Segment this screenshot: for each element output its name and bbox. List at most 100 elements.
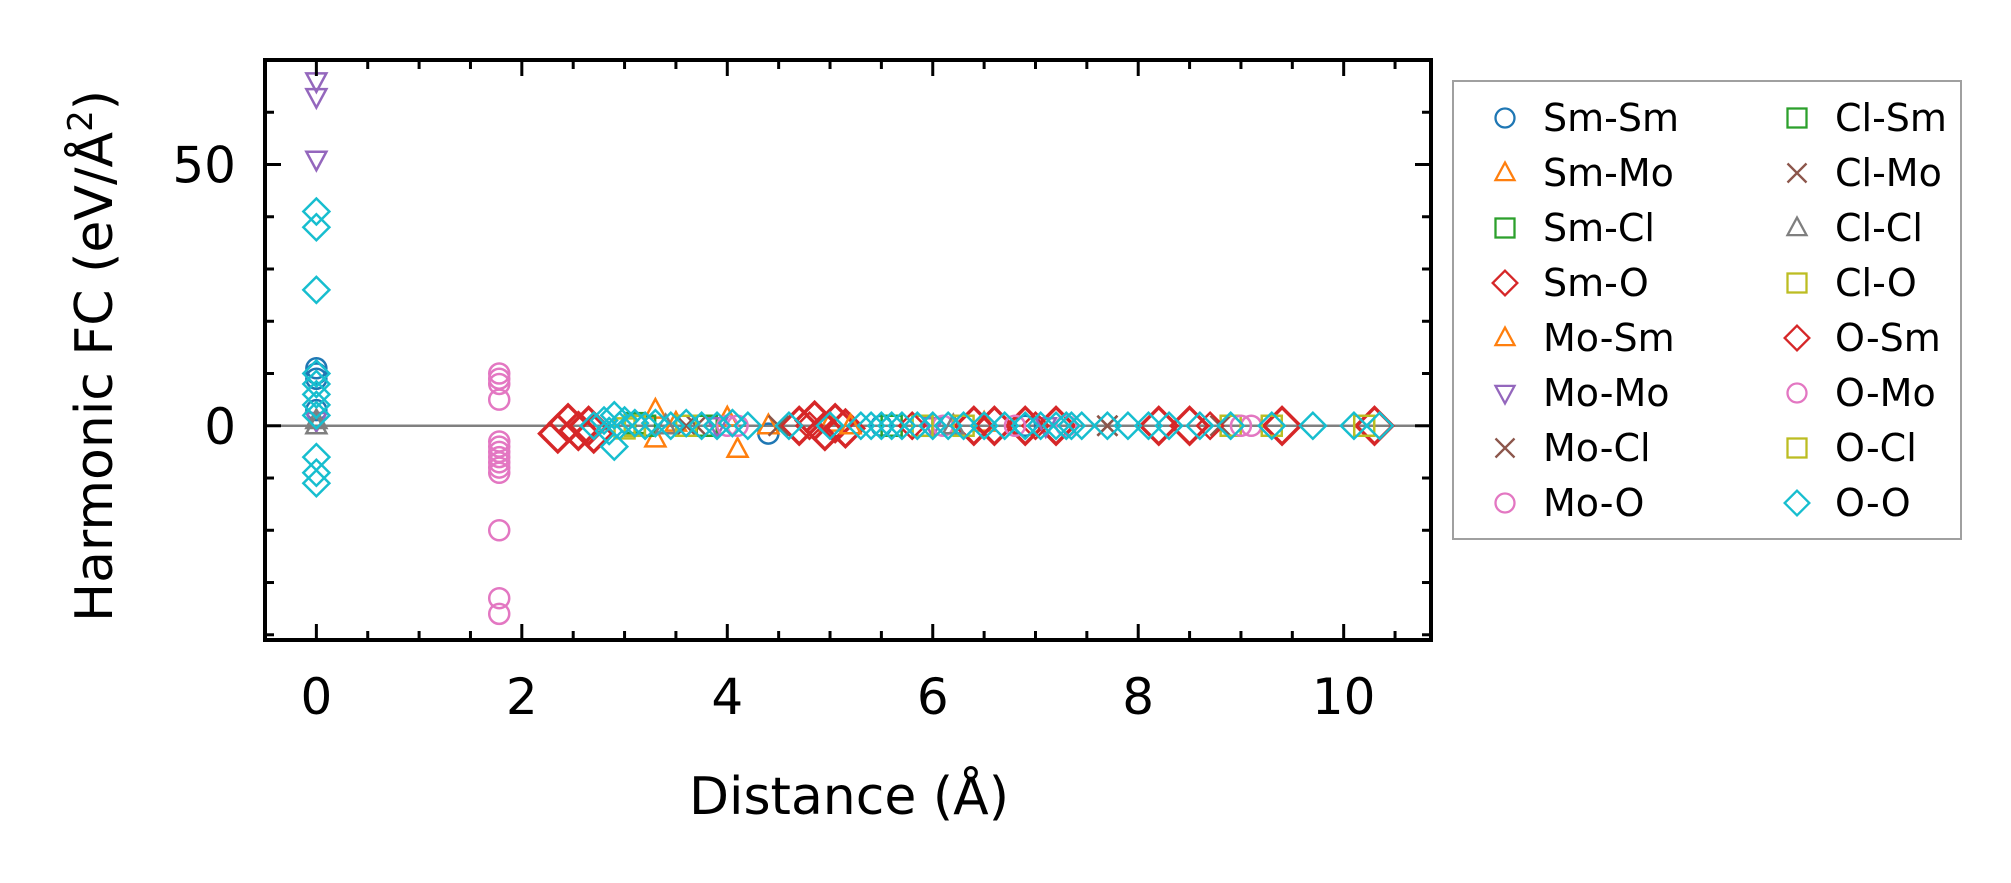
data-point	[1185, 410, 1215, 441]
legend-label: Sm-Mo	[1543, 151, 1674, 195]
data-point	[969, 410, 999, 441]
legend-label: Cl-Mo	[1835, 151, 1942, 195]
data-point	[301, 196, 332, 227]
data-point	[1020, 410, 1051, 441]
series-o-o	[301, 196, 1395, 499]
data-point	[952, 414, 975, 438]
data-point	[609, 405, 640, 436]
data-point	[824, 407, 867, 450]
data-point	[880, 414, 903, 438]
data-point	[487, 445, 511, 469]
data-point	[630, 410, 660, 441]
data-point	[1013, 414, 1037, 438]
data-point	[301, 275, 332, 305]
data-point	[304, 150, 329, 173]
legend-item: O-Cl	[1786, 426, 1917, 470]
legend-label: Sm-Cl	[1543, 206, 1655, 250]
data-point	[686, 410, 717, 441]
legend-label: Sm-O	[1543, 261, 1649, 305]
legend-item: Sm-O	[1491, 261, 1649, 305]
data-point	[620, 408, 650, 438]
legend-item: Cl-Cl	[1785, 206, 1923, 250]
legend-marker	[1786, 272, 1808, 294]
data-point	[702, 410, 732, 441]
x-tick-label: 0	[300, 668, 332, 726]
legend-item: Mo-Cl	[1494, 426, 1651, 470]
data-point	[301, 379, 332, 410]
data-point	[578, 410, 609, 441]
legend: Sm-Sm Sm-Mo Sm-Cl Sm-O Mo-Sm Mo-Mo Mo-Cl Mo-O Cl…	[1452, 80, 1962, 540]
data-point	[305, 398, 328, 422]
data-point	[902, 410, 933, 441]
legend-label: Mo-Mo	[1543, 371, 1670, 415]
data-point	[1133, 410, 1164, 441]
x-axis-title: Distance (Å)	[689, 765, 1009, 827]
y-axis-title-superscript: 2	[61, 110, 101, 132]
x-tick-label: 6	[917, 668, 949, 726]
y-tick-label: 50	[172, 137, 236, 195]
x-tick-label: 2	[506, 668, 538, 726]
legend-marker	[1786, 382, 1808, 404]
legend-marker	[1494, 492, 1516, 514]
data-point	[1256, 410, 1287, 441]
series-sm-o	[537, 399, 1396, 455]
data-point	[487, 362, 511, 385]
data-point	[487, 451, 511, 474]
legend-label: Mo-Cl	[1543, 426, 1651, 470]
data-point	[953, 405, 995, 447]
data-point	[301, 400, 332, 431]
legend-label: O-Mo	[1835, 371, 1936, 415]
data-point	[1215, 410, 1246, 441]
data-point	[814, 402, 856, 444]
data-point	[301, 212, 332, 242]
data-point	[933, 410, 963, 441]
data-point	[487, 372, 511, 396]
data-point	[599, 400, 630, 431]
data-point	[1025, 410, 1056, 441]
data-point	[917, 410, 948, 441]
data-point	[1364, 410, 1395, 441]
legend-label: Cl-Cl	[1835, 206, 1923, 250]
x-tick-label: 4	[711, 668, 743, 726]
data-point	[1003, 414, 1027, 438]
legend-item: Cl-O	[1786, 261, 1917, 305]
legend-marker	[1494, 107, 1516, 129]
data-point	[876, 410, 907, 441]
data-point	[1055, 414, 1078, 438]
data-point	[778, 405, 820, 447]
data-point	[1298, 410, 1328, 441]
data-point	[1261, 405, 1303, 447]
legend-label: Sm-Sm	[1543, 96, 1679, 140]
x-tick-labels: 0 2 4 6 8 10	[300, 668, 1375, 726]
data-point	[675, 414, 698, 437]
legend-item: Sm-Sm	[1494, 96, 1679, 140]
legend-marker	[1786, 162, 1808, 184]
legend-marker	[1493, 384, 1517, 406]
data-point	[989, 410, 1020, 441]
data-point	[301, 458, 332, 488]
series-o-sm	[794, 410, 1225, 441]
data-point	[301, 358, 332, 389]
legend-item: O-Sm	[1783, 316, 1941, 360]
data-point	[856, 410, 886, 441]
data-point	[589, 405, 619, 436]
data-point	[756, 412, 781, 435]
data-point	[838, 412, 863, 435]
data-point	[1339, 410, 1369, 441]
legend-label: Cl-Sm	[1835, 96, 1947, 140]
data-point	[643, 425, 668, 448]
legend-item: Mo-Mo	[1493, 371, 1670, 415]
legend-item: O-Mo	[1786, 371, 1936, 415]
legend-marker	[1494, 217, 1516, 239]
data-point	[866, 410, 897, 441]
legend-label: O-Sm	[1835, 316, 1941, 360]
data-point	[911, 414, 934, 438]
legend-marker	[1494, 437, 1516, 459]
y-axis-title-close: )	[65, 90, 125, 110]
data-point	[948, 410, 979, 441]
data-point	[487, 602, 511, 626]
y-tick-labels: 0 50	[172, 137, 236, 456]
legend-item: Mo-Sm	[1493, 316, 1675, 360]
data-point	[487, 456, 511, 479]
